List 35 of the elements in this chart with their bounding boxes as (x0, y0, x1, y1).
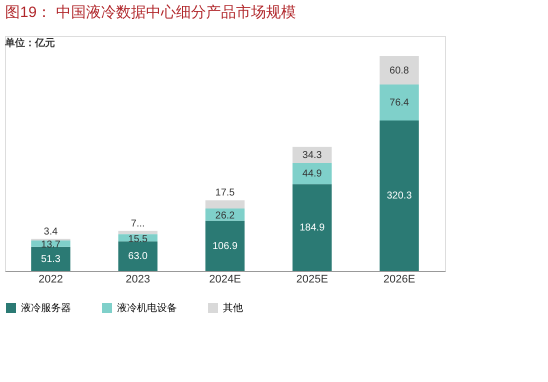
data-label: 60.8 (390, 65, 410, 76)
data-label: 106.9 (212, 240, 238, 252)
text: 单位：亿元 (4, 37, 55, 49)
x-tick-label: 2025E (296, 274, 328, 286)
legend-label: 其他 (223, 302, 243, 314)
data-label: 34.3 (302, 150, 322, 161)
bar (118, 241, 158, 271)
data-label: 7... (130, 218, 145, 230)
data-label: 13.7 (41, 240, 61, 251)
x-tick-label: 2022 (38, 274, 63, 286)
chart-title: 图19： 中国液冷数据中心细分产品市场规模 (5, 4, 296, 21)
data-label: 17.5 (215, 188, 236, 199)
data-label: 26.2 (215, 210, 236, 222)
data-label: 184.9 (300, 222, 326, 234)
data-label: 76.4 (390, 98, 410, 109)
data-label: 15.5 (128, 234, 148, 245)
data-label: 320.3 (386, 190, 412, 202)
x-tick-label: 2024E (209, 274, 241, 286)
legend-label: 液冷服务器 (21, 302, 71, 314)
data-label: 63.0 (128, 251, 148, 262)
x-tick-label: 2026E (383, 274, 416, 286)
data-label: 44.9 (302, 168, 322, 180)
bar (205, 220, 245, 271)
bar (292, 184, 332, 271)
bar (205, 200, 245, 208)
bar (292, 162, 332, 184)
bar (118, 230, 158, 234)
bar (31, 246, 70, 271)
data-label: 51.3 (41, 254, 61, 265)
bar (380, 120, 419, 271)
bar (380, 56, 419, 85)
data-label: 3.4 (44, 226, 58, 238)
x-tick-label: 2023 (126, 274, 150, 286)
legend-label: 液冷机电设备 (117, 302, 177, 314)
bar (380, 84, 419, 120)
